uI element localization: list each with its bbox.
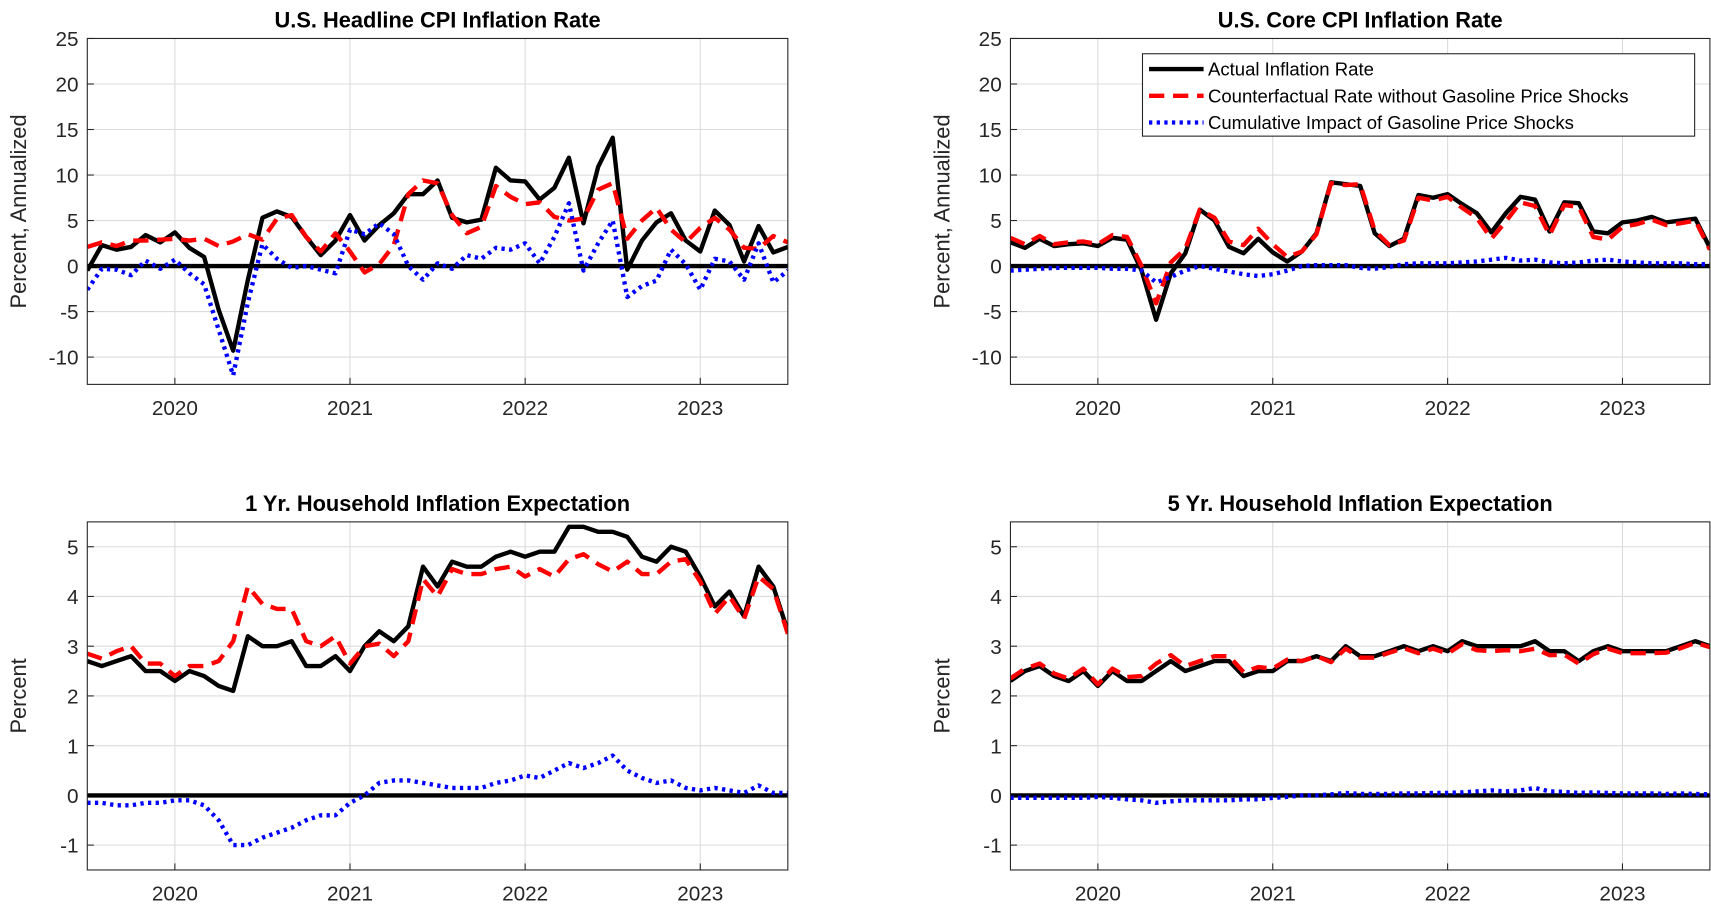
y-tick-label: -1 [60,835,78,858]
x-tick-label: 2023 [677,883,723,906]
y-tick-label: 3 [67,636,79,659]
y-tick-label: 15 [56,119,79,142]
y-tick-label: 5 [67,210,79,233]
y-axis-label: Percent [929,658,954,733]
legend-label: Actual Inflation Rate [1208,59,1374,80]
y-tick-label: 4 [67,586,79,609]
y-tick-label: 10 [56,165,79,188]
x-tick-label: 2020 [152,397,198,420]
y-tick-label: 0 [990,785,1002,808]
x-tick-label: 2022 [502,883,548,906]
panel: 2020 2021 2022 2023 -10 -5 0 5 10 15 20 25 U.S. Core… [929,8,1711,420]
x-tick-label: 2021 [1250,883,1296,906]
series-line [87,753,788,848]
series-line [1010,255,1710,285]
x-tick-label: 2023 [1599,397,1645,420]
x-tick-label: 2023 [677,397,723,420]
y-axis-label: Percent, Annualized [6,114,31,308]
y-tick-label: 10 [979,165,1002,188]
series-line [87,524,788,694]
chart-title: 1 Yr. Household Inflation Expectation [245,491,630,516]
panel: 2020 2021 2022 2023 -10 -5 0 5 10 15 20 25 U.S. Head… [6,8,789,420]
y-tick-label: 4 [990,586,1002,609]
series-line [1010,640,1710,687]
y-tick-label: 20 [979,74,1002,97]
x-tick-label: 2020 [152,883,198,906]
y-tick-label: -10 [49,347,79,370]
y-tick-label: 1 [67,735,79,758]
chart-title: U.S. Core CPI Inflation Rate [1218,8,1503,33]
x-tick-label: 2022 [1425,883,1471,906]
axes-frame [86,37,789,385]
plot-area [87,38,788,385]
panel: 2020 2021 2022 2023 -1 0 1 2 3 4 5 5 Yr. Household … [929,491,1711,906]
y-tick-label: 25 [979,28,1002,51]
y-axis-label: Percent, Annualized [929,114,954,308]
y-tick-label: 1 [990,735,1002,758]
y-tick-label: 0 [67,785,79,808]
y-tick-label: 2 [990,686,1002,709]
y-tick-label: 2 [67,686,79,709]
y-tick-label: -5 [60,301,78,324]
x-tick-label: 2022 [1425,397,1471,420]
y-tick-label: 20 [56,74,79,97]
axes-frame [1009,521,1711,871]
y-tick-label: 0 [67,256,79,279]
chart-title: 5 Yr. Household Inflation Expectation [1168,491,1553,516]
panel: 2020 2021 2022 2023 -1 0 1 2 3 4 5 1 Yr. Household … [6,491,789,906]
y-tick-label: 5 [990,536,1002,559]
chart-title: U.S. Headline CPI Inflation Rate [275,8,601,33]
series-line [1010,785,1710,806]
series-line [87,178,788,275]
x-tick-label: 2021 [327,397,373,420]
legend-label: Cumulative Impact of Gasoline Price Shoc… [1208,112,1574,133]
y-tick-label: -1 [983,835,1001,858]
y-axis-label: Percent [6,658,31,733]
x-tick-label: 2020 [1075,397,1121,420]
series-line [1010,181,1710,306]
x-tick-label: 2021 [327,883,373,906]
series-line [87,135,788,353]
axes-frame [1009,37,1711,385]
y-tick-label: 5 [990,210,1002,233]
series-line [87,201,788,378]
y-tick-label: 15 [979,119,1002,142]
y-tick-label: 25 [56,28,79,51]
legend-label: Counterfactual Rate without Gasoline Pri… [1208,85,1629,106]
y-tick-label: 0 [990,256,1002,279]
y-tick-label: 3 [990,636,1002,659]
x-tick-label: 2023 [1599,883,1645,906]
y-tick-label: -10 [972,347,1002,370]
x-tick-label: 2022 [502,397,548,420]
x-tick-label: 2021 [1250,397,1296,420]
y-tick-label: -5 [983,301,1001,324]
y-tick-label: 5 [67,536,79,559]
legend-box [1141,53,1696,137]
x-tick-label: 2020 [1075,883,1121,906]
axes-frame [86,521,789,871]
